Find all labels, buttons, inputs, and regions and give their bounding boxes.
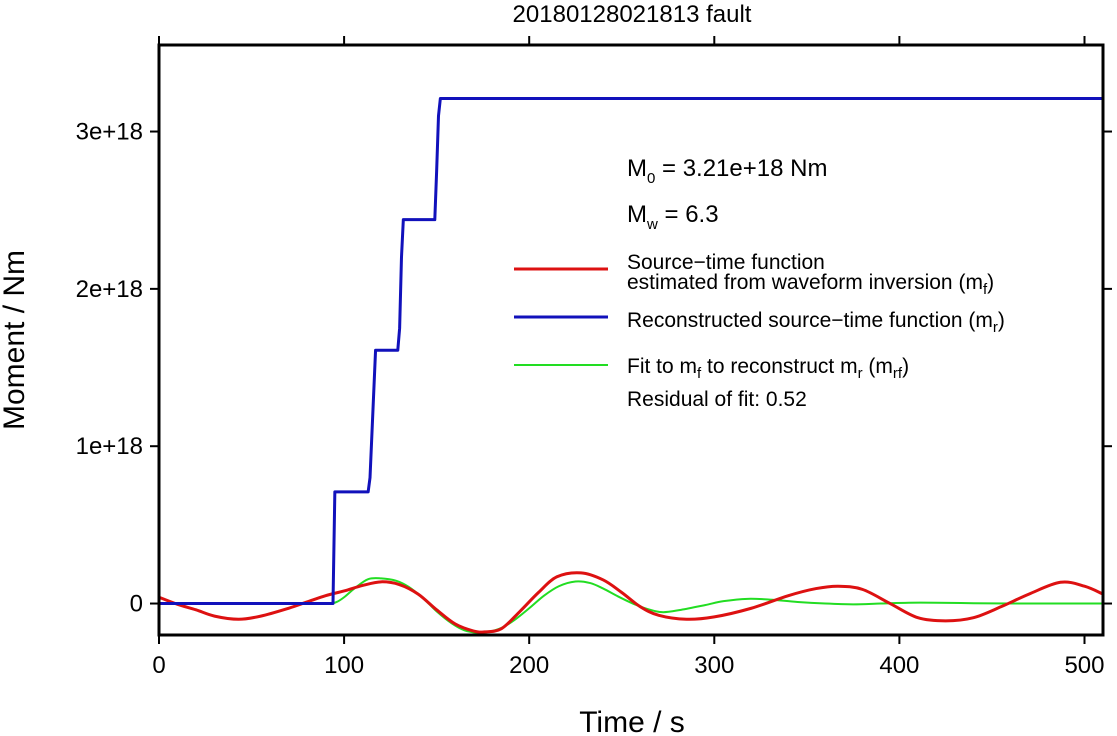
m0-value: = 3.21e+18 Nm bbox=[655, 155, 827, 182]
moment-magnitude-annotation: Mw = 6.3 bbox=[627, 201, 719, 233]
legend: Source−time function estimated from wave… bbox=[514, 251, 1005, 411]
x-tick-label: 100 bbox=[324, 652, 364, 679]
series-line-inversion bbox=[159, 571, 1103, 634]
m0-subscript: 0 bbox=[647, 170, 655, 187]
x-tick-label: 400 bbox=[879, 652, 919, 679]
m0-base: M bbox=[627, 155, 647, 182]
residual-annotation: Residual of fit: 0.52 bbox=[627, 388, 807, 411]
mw-value: = 6.3 bbox=[658, 201, 719, 228]
y-axis-title: Moment / Nm bbox=[0, 250, 31, 430]
x-tick-label: 200 bbox=[509, 652, 549, 679]
series-line-fit bbox=[159, 577, 1103, 634]
legend-label-inversion-line2: estimated from waveform inversion (mf) bbox=[627, 271, 994, 298]
x-tick-label: 0 bbox=[152, 652, 165, 679]
x-tick-label: 500 bbox=[1064, 652, 1104, 679]
legend-label-fit: Fit to mf to reconstruct mr (mrf) bbox=[627, 355, 909, 382]
x-axis-title: Time / s bbox=[579, 706, 685, 736]
legend-label-inversion-line1: Source−time function bbox=[627, 251, 825, 274]
seismic-moment-annotation: M0 = 3.21e+18 Nm bbox=[627, 155, 827, 187]
y-tick-label: 0 bbox=[130, 591, 143, 618]
x-tick-label: 300 bbox=[694, 652, 734, 679]
series-line-reconstructed bbox=[159, 96, 1103, 606]
annotation-block: M0 = 3.21e+18 Nm Mw = 6.3 bbox=[627, 155, 827, 233]
legend-label-reconstructed: Reconstructed source−time function (mr) bbox=[627, 309, 1005, 336]
series-layer bbox=[159, 96, 1103, 634]
chart-title: 20180128021813 fault bbox=[513, 1, 752, 28]
axis-ticks: 0 100 200 300 400 500 0 1e+18 2e+18 3e+18 bbox=[76, 36, 1112, 679]
mw-subscript: w bbox=[646, 216, 658, 233]
y-tick-label: 3e+18 bbox=[76, 119, 143, 146]
plot-frame bbox=[157, 43, 1105, 637]
mw-base: M bbox=[627, 201, 647, 228]
y-tick-label: 2e+18 bbox=[76, 276, 143, 303]
y-tick-label: 1e+18 bbox=[76, 433, 143, 460]
